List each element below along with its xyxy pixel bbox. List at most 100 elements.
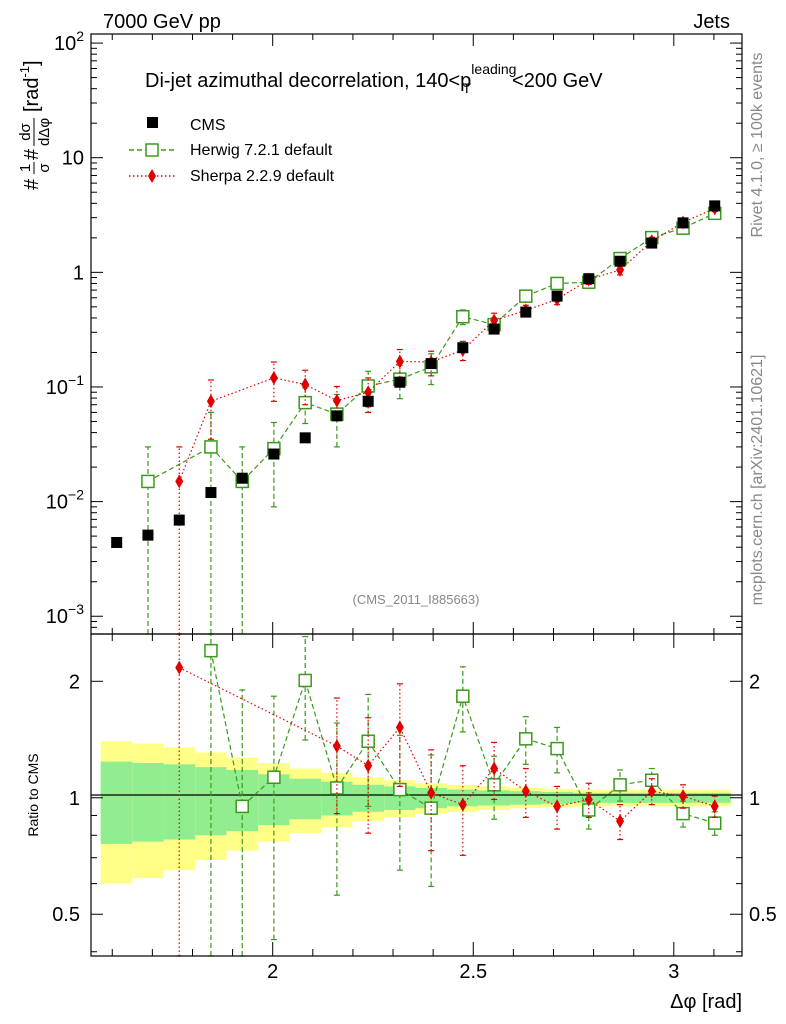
- x-tick-label: 2: [267, 961, 278, 983]
- main-y-tick-label: 102: [54, 28, 84, 55]
- ratio-point: [490, 761, 499, 776]
- main-cms-point: [236, 472, 248, 484]
- ratio-point: [330, 781, 344, 795]
- x-tick-label: 2.5: [459, 961, 487, 983]
- main-data-points: [111, 200, 722, 635]
- ratio-line: [178, 667, 715, 822]
- main-line: [178, 207, 715, 482]
- ratio-point: [458, 797, 467, 812]
- ratio-plot-frame: [90, 633, 743, 957]
- main-line: [147, 212, 715, 483]
- mcplots-label: mcplots.cern.ch [arXiv:2401.10621]: [749, 355, 766, 606]
- ratio-y-tick-label-left: 1: [69, 788, 80, 810]
- ratio-point: [553, 799, 562, 814]
- main-cms-point: [173, 514, 185, 526]
- main-cms-point: [142, 529, 154, 541]
- ratio-point: [267, 770, 281, 784]
- main-title-text: Di-jet azimuthal decorrelation, 140<p: [145, 70, 471, 92]
- main-y-tick-exponent: 2: [76, 28, 84, 44]
- main-cms-point: [331, 410, 343, 422]
- main-cms-point: [457, 342, 469, 354]
- ratio-band-inner: [636, 792, 668, 803]
- main-y-tick-label: 1: [73, 262, 84, 284]
- ratio-point: [550, 741, 564, 756]
- main-point: [269, 370, 278, 385]
- main-cms-point: [709, 200, 721, 212]
- ratio-point: [616, 814, 625, 829]
- main-y-tick-base: 10: [46, 492, 68, 514]
- ratio-point: [521, 784, 530, 799]
- ratio-point: [364, 758, 373, 773]
- ratio-band-inner: [289, 778, 322, 820]
- main-cms-point: [646, 237, 658, 249]
- main-cms-point: [299, 432, 311, 444]
- main-title-sub: T: [462, 80, 471, 96]
- ratio-y-tick-label-right: 1: [749, 788, 760, 810]
- analysis-watermark: (CMS_2011_I885663): [353, 592, 480, 607]
- main-y-tick-label: 10: [62, 148, 84, 170]
- main-point: [175, 474, 184, 489]
- ratio-band-inner: [478, 790, 511, 806]
- ratio-y-label: Ratio to CMS: [25, 753, 41, 836]
- main-y-label-frac1-den: σ: [36, 163, 53, 173]
- header-left: 7000 GeV pp: [103, 11, 221, 33]
- main-y-tick-base: 1: [73, 262, 84, 284]
- ratio-point: [647, 784, 656, 799]
- main-cms-point: [520, 306, 532, 318]
- ratio-y-tick-label-left: 2: [69, 671, 80, 693]
- ratio-data-points: [175, 633, 722, 957]
- ratio-point: [487, 778, 501, 792]
- main-plot-frame: [90, 33, 743, 635]
- ratio-point: [395, 720, 404, 735]
- ratio-band-inner: [699, 792, 731, 803]
- ratio-point: [456, 689, 470, 703]
- main-cms-point: [551, 290, 563, 302]
- main-point: [395, 354, 404, 369]
- legend-herwig-marker: [145, 143, 159, 157]
- ratio-point: [424, 801, 438, 815]
- ratio-point: [361, 734, 375, 748]
- rivet-label: Rivet 4.1.0, ≥ 100k events: [749, 53, 766, 238]
- main-y-tick-base: 10: [62, 148, 84, 170]
- legend-herwig-label: Herwig 7.2.1 default: [190, 142, 333, 159]
- ratio-point: [298, 673, 312, 688]
- ratio-y-tick-label-right: 0.5: [749, 904, 777, 926]
- main-cms-point: [425, 358, 437, 370]
- main-y-tick-base: 10: [54, 33, 76, 55]
- main-y-label-frac2-den: dΔφ: [36, 118, 53, 146]
- main-y-tick-exponent: −1: [68, 372, 84, 388]
- main-cms-point: [362, 395, 374, 407]
- main-point: [364, 385, 373, 400]
- ratio-point: [427, 785, 436, 800]
- main-point: [550, 276, 564, 291]
- ratio-y-tick-label-right: 2: [749, 671, 760, 693]
- main-y-tick-exponent: −3: [68, 601, 84, 617]
- main-point: [519, 289, 533, 303]
- main-y-label-unit-text: [rad: [21, 78, 43, 112]
- main-title-sup: leading: [471, 61, 516, 77]
- x-axis-label: Δφ [rad]: [670, 991, 742, 1013]
- main-y-label-hash1: #: [21, 178, 43, 190]
- ratio-point: [710, 799, 719, 814]
- main-point: [204, 440, 218, 454]
- ratio-band-inner: [384, 786, 416, 810]
- main-y-tick-label: 10−2: [46, 487, 84, 514]
- ratio-uncertainty-bands: [100, 741, 731, 884]
- ratio-band-inner: [100, 761, 133, 844]
- main-y-label-frac1-num: 1: [17, 164, 34, 172]
- main-y-tick-base: 10: [46, 377, 68, 399]
- ratio-point: [707, 816, 722, 830]
- main-cms-point: [205, 487, 217, 499]
- ratio-point: [332, 739, 341, 754]
- main-cms-point: [583, 273, 595, 285]
- main-point: [332, 393, 341, 408]
- main-point: [456, 309, 470, 324]
- main-point: [301, 377, 310, 392]
- main-cms-point: [394, 376, 406, 388]
- main-cms-point: [268, 448, 280, 460]
- main-y-tick-label: 10−1: [46, 372, 84, 399]
- ratio-y-tick-label-left: 0.5: [52, 904, 80, 926]
